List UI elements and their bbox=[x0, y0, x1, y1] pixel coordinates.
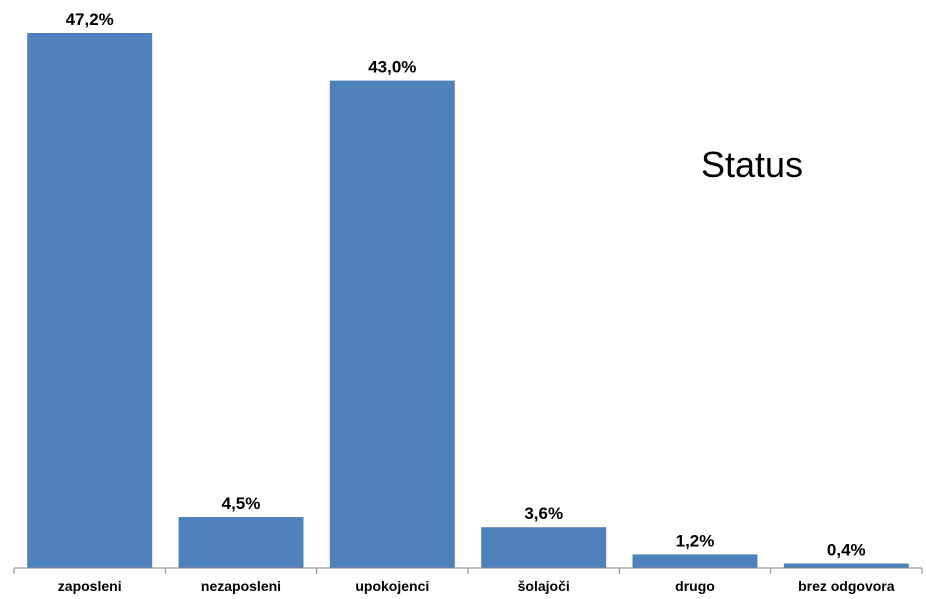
category-label: brez odgovora bbox=[798, 578, 895, 594]
category-label: šolajoči bbox=[518, 578, 570, 594]
bar-brez-odgovora bbox=[783, 563, 909, 568]
category-label: zaposleni bbox=[58, 578, 122, 594]
category-label: nezaposleni bbox=[201, 578, 281, 594]
bar-upokojenci bbox=[329, 80, 455, 568]
category-label: drugo bbox=[675, 578, 715, 594]
x-axis-ticks bbox=[13, 568, 923, 574]
chart-title: Status bbox=[701, 144, 803, 185]
data-label: 4,5% bbox=[222, 494, 261, 513]
bar-nezaposleni bbox=[178, 517, 304, 568]
bars-group bbox=[27, 33, 909, 568]
category-labels-group: zaposleni nezaposleni upokojenci šolajoči dr… bbox=[58, 578, 895, 594]
data-label: 3,6% bbox=[524, 504, 563, 523]
data-label: 1,2% bbox=[676, 531, 715, 550]
category-label: upokojenci bbox=[355, 578, 429, 594]
data-label: 0,4% bbox=[827, 541, 866, 560]
bar-zaposleni bbox=[27, 33, 153, 568]
data-labels-group: 47,2% 4,5% 43,0% 3,6% 1,2% 0,4% bbox=[66, 10, 866, 560]
data-label: 47,2% bbox=[66, 10, 114, 29]
data-label: 43,0% bbox=[368, 58, 416, 77]
bar-drugo bbox=[632, 554, 758, 568]
bar-šolajoči bbox=[481, 527, 607, 568]
